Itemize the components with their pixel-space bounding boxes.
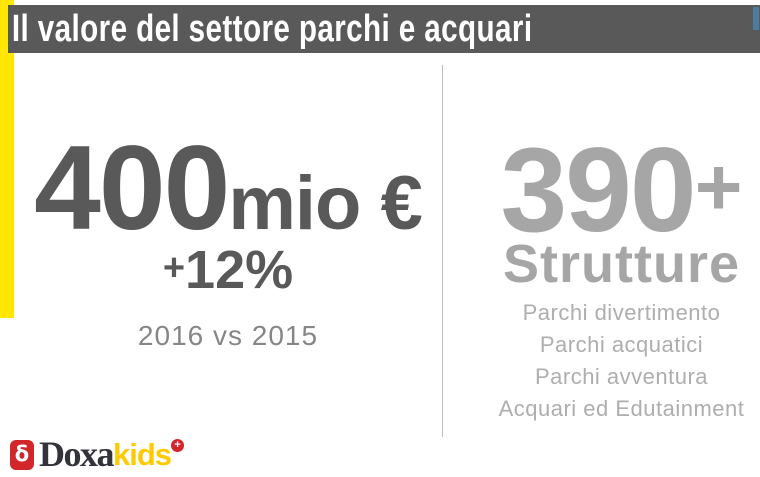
left-panel: 400mio € +12% 2016 vs 2015 xyxy=(14,0,442,477)
doxa-delta-icon: δ xyxy=(10,440,34,470)
list-item: Acquari ed Edutainment xyxy=(498,396,745,421)
scrollbar-thumb[interactable] xyxy=(753,7,759,30)
accent-bar xyxy=(0,0,14,318)
structures-count-number: 390 xyxy=(500,123,696,257)
sector-value-number: 400 xyxy=(34,121,230,255)
list-item: Parchi avventura xyxy=(534,364,709,389)
divider xyxy=(442,65,443,437)
growth-percentage: +12% xyxy=(14,241,442,311)
logo-text-kids: kids xyxy=(113,437,172,472)
list-item: Parchi divertimento xyxy=(522,300,721,325)
structures-count-plus: + xyxy=(694,142,743,233)
sector-value: 400mio € xyxy=(14,128,442,285)
page-title: Il valore del settore parchi e acquari xyxy=(11,7,533,50)
growth-value: 12% xyxy=(185,240,294,300)
growth-sign: + xyxy=(162,247,186,289)
plus-badge-icon: + xyxy=(171,439,185,452)
structures-label: Strutture xyxy=(503,234,740,294)
doxa-kids-logo: δ Doxa kids + xyxy=(10,434,185,474)
park-type-list: Parchi divertimento Parchi acquatici Par… xyxy=(463,297,760,425)
structures-count: 390+ xyxy=(463,128,760,287)
right-panel: 390+ Strutture Parchi divertimento Parch… xyxy=(463,0,760,477)
logo-text-doxa: Doxa xyxy=(39,434,115,474)
header-bar: Il valore del settore parchi e acquari xyxy=(8,5,760,53)
sector-value-unit: mio € xyxy=(228,161,422,246)
comparison-period: 2016 vs 2015 xyxy=(137,320,319,351)
delta-glyph: δ xyxy=(14,441,30,466)
list-item: Parchi acquatici xyxy=(539,332,704,357)
